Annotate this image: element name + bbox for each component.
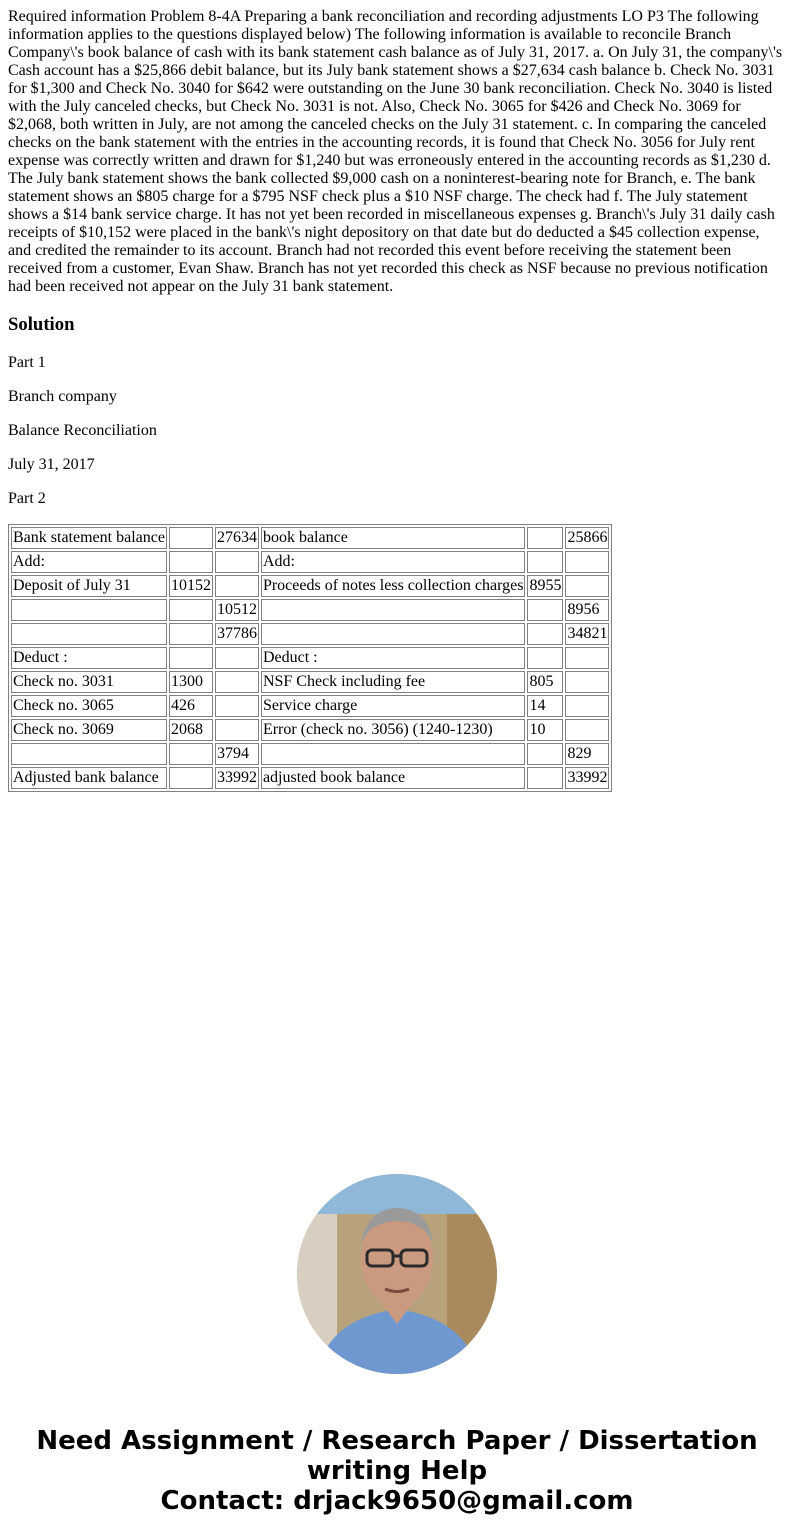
table-row: Add: Add: — [11, 551, 610, 573]
table-cell: Service charge — [260, 695, 526, 717]
table-cell: 37786 — [214, 623, 259, 645]
table-cell — [527, 551, 564, 573]
table-cell — [168, 527, 213, 549]
table-cell — [527, 599, 564, 621]
table-cell — [214, 647, 259, 669]
table-row: 3794 829 — [11, 743, 610, 765]
table-cell — [11, 743, 167, 765]
table-cell — [214, 671, 259, 693]
table-cell: 10 — [527, 719, 564, 741]
table-row: 37786 34821 — [11, 623, 610, 645]
reconciliation-table: Bank statement balance 27634 book balance 2… — [8, 524, 613, 792]
table-row: Check no. 3069 2068 Error (check no. 3056)… — [11, 719, 610, 741]
table-cell: book balance — [260, 527, 526, 549]
table-cell: 10152 — [168, 575, 213, 597]
table-cell: Deduct : — [260, 647, 526, 669]
part1-label: Part 1 — [8, 354, 46, 371]
table-cell: Check no. 3031 — [11, 671, 167, 693]
table-cell: 8955 — [527, 575, 564, 597]
table-cell: Adjusted bank balance — [11, 767, 167, 789]
table-cell: Error (check no. 3056) (1240-1230) — [260, 719, 526, 741]
table-cell — [565, 575, 610, 597]
table-cell: 1300 — [168, 671, 213, 693]
table-cell — [11, 599, 167, 621]
table-cell: adjusted book balance — [260, 767, 526, 789]
table-cell — [527, 527, 564, 549]
author-avatar — [297, 1174, 497, 1374]
banner-line-1: Need Assignment / Research Paper / Disse… — [36, 1426, 758, 1456]
table-cell — [214, 575, 259, 597]
table-cell: 10512 — [214, 599, 259, 621]
table-cell — [168, 647, 213, 669]
table-cell — [527, 743, 564, 765]
contact-banner: Need Assignment / Research Paper / Disse… — [8, 1426, 786, 1516]
table-row: Deposit of July 31 10152 Proceeds of notes… — [11, 575, 610, 597]
report-date: July 31, 2017 — [8, 456, 95, 473]
table-cell: Deduct : — [11, 647, 167, 669]
table-cell: 14 — [527, 695, 564, 717]
table-row: Check no. 3031 1300 NSF Check including fe… — [11, 671, 610, 693]
table-cell: 426 — [168, 695, 213, 717]
solution-heading: Solution — [8, 314, 75, 335]
table-row: Adjusted bank balance 33992 adjusted book … — [11, 767, 610, 789]
table-cell: 27634 — [214, 527, 259, 549]
table-cell: Check no. 3065 — [11, 695, 167, 717]
table-row: Check no. 3065 426 Service charge 14 — [11, 695, 610, 717]
table-cell — [260, 599, 526, 621]
table-cell: Deposit of July 31 — [11, 575, 167, 597]
table-row: Deduct : Deduct : — [11, 647, 610, 669]
table-cell: 34821 — [565, 623, 610, 645]
table-cell — [527, 647, 564, 669]
table-cell: 3794 — [214, 743, 259, 765]
table-cell: 25866 — [565, 527, 610, 549]
table-cell: 33992 — [565, 767, 610, 789]
table-cell — [527, 767, 564, 789]
table-cell — [214, 695, 259, 717]
table-cell: 8956 — [565, 599, 610, 621]
table-cell — [168, 743, 213, 765]
table-row: Bank statement balance 27634 book balance 2… — [11, 527, 610, 549]
table-cell — [260, 623, 526, 645]
table-cell — [214, 551, 259, 573]
table-cell — [565, 671, 610, 693]
table-row: 10512 8956 — [11, 599, 610, 621]
table-cell — [565, 647, 610, 669]
part2-label: Part 2 — [8, 490, 46, 507]
table-cell: 805 — [527, 671, 564, 693]
table-cell — [565, 695, 610, 717]
table-cell — [168, 599, 213, 621]
table-cell: Add: — [11, 551, 167, 573]
table-cell: Proceeds of notes less collection charge… — [260, 575, 526, 597]
table-cell: 829 — [565, 743, 610, 765]
table-cell: Bank statement balance — [11, 527, 167, 549]
table-cell: Add: — [260, 551, 526, 573]
table-cell: 2068 — [168, 719, 213, 741]
report-title: Balance Reconciliation — [8, 422, 157, 439]
table-cell — [168, 551, 213, 573]
table-cell: Check no. 3069 — [11, 719, 167, 741]
table-cell — [168, 767, 213, 789]
table-cell — [11, 623, 167, 645]
table-cell: NSF Check including fee — [260, 671, 526, 693]
banner-line-3: Contact: drjack9650@gmail.com — [160, 1486, 634, 1516]
table-cell — [565, 719, 610, 741]
table-cell — [527, 623, 564, 645]
table-cell — [214, 719, 259, 741]
company-name: Branch company — [8, 388, 117, 405]
person-photo-icon — [297, 1174, 497, 1374]
table-cell: 33992 — [214, 767, 259, 789]
banner-line-2: writing Help — [306, 1456, 488, 1486]
table-cell — [168, 623, 213, 645]
table-cell — [565, 551, 610, 573]
table-cell — [260, 743, 526, 765]
problem-text: Required information Problem 8-4A Prepar… — [8, 8, 783, 295]
